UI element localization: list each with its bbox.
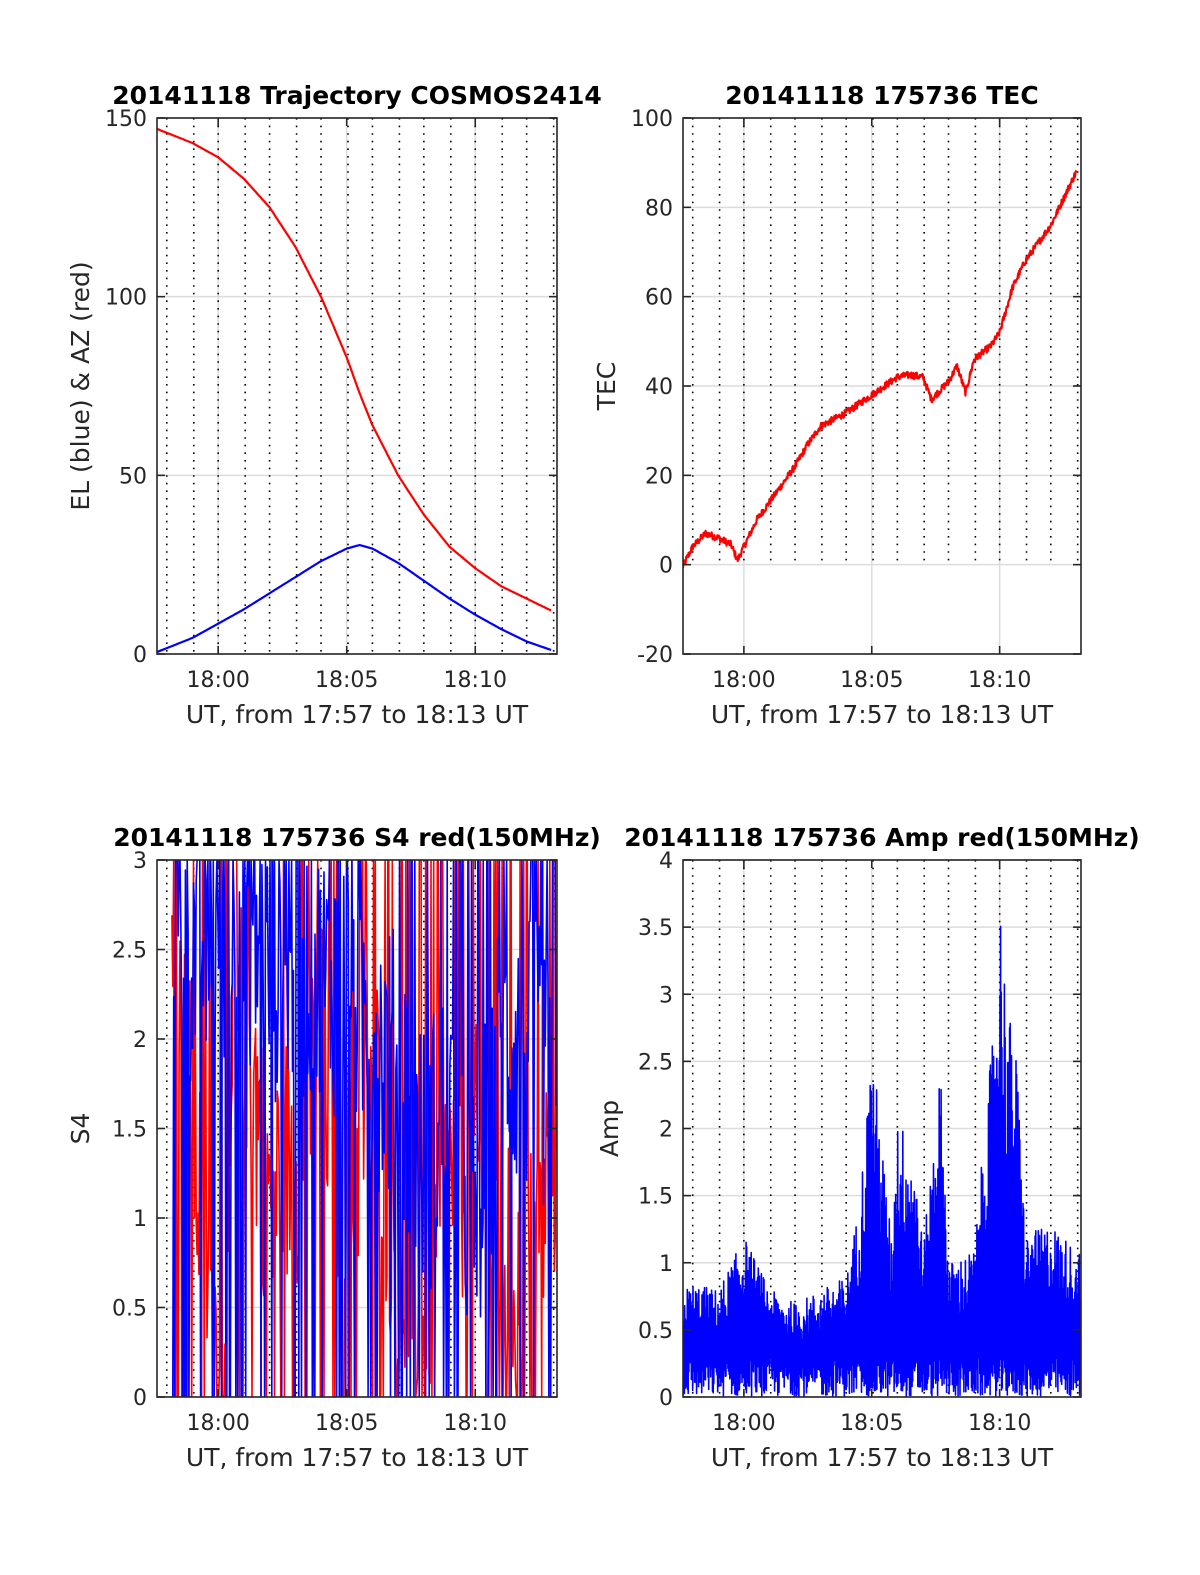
y-tick-label: 1 xyxy=(659,1252,673,1277)
trajectory-y-axis-label: EL (blue) & AZ (red) xyxy=(66,261,95,510)
tec-series-red xyxy=(683,169,1078,569)
x-tick-label: 18:05 xyxy=(315,1411,378,1436)
amp-x-axis-label: UT, from 17:57 to 18:13 UT xyxy=(711,1443,1054,1472)
s4-y-axis-label: S4 xyxy=(66,1113,95,1145)
y-tick-label: 3 xyxy=(659,983,673,1008)
tec-x-axis-label: UT, from 17:57 to 18:13 UT xyxy=(711,700,1054,729)
x-tick-label: 18:00 xyxy=(186,668,249,693)
y-tick-label: 100 xyxy=(105,286,147,311)
y-tick-label: 1.5 xyxy=(638,1185,673,1210)
s4-x-axis-label: UT, from 17:57 to 18:13 UT xyxy=(186,1443,529,1472)
y-tick-label: 150 xyxy=(105,107,147,132)
trajectory-series-red xyxy=(157,127,552,612)
y-tick-label: 40 xyxy=(645,375,673,400)
y-tick-label: 0 xyxy=(659,1386,673,1411)
trajectory-axes-box xyxy=(156,117,558,655)
y-tick-label: 0 xyxy=(133,643,147,668)
y-tick-label: 2 xyxy=(133,1028,147,1053)
tec-y-axis-label: TEC xyxy=(592,362,621,412)
y-tick-label: 80 xyxy=(645,196,673,221)
y-tick-label: 20 xyxy=(645,464,673,489)
x-tick-label: 18:05 xyxy=(840,1411,903,1436)
y-tick-label: 2.5 xyxy=(638,1050,673,1075)
y-tick-label: 100 xyxy=(631,107,673,132)
y-tick-label: 50 xyxy=(119,464,147,489)
trajectory-title: 20141118 Trajectory COSMOS2414 xyxy=(112,81,602,110)
x-tick-label: 18:10 xyxy=(444,668,507,693)
x-tick-label: 18:00 xyxy=(712,668,775,693)
x-tick-label: 18:10 xyxy=(968,668,1031,693)
amp-panel: 0 0.5 1 1.5 2 2.5 3 3.5 4 18:00 18:05 18:10 20141118… xyxy=(595,823,1140,1472)
trajectory-panel: 0 50 100 150 18:00 18:05 18:10 20141118 Traject… xyxy=(66,81,602,729)
tec-title: 20141118 175736 TEC xyxy=(725,81,1038,110)
s4-panel: 0 0.5 1 1.5 2 2.5 3 18:00 18:05 18:10 20141118 175… xyxy=(66,823,601,1472)
y-tick-label: 60 xyxy=(645,286,673,311)
trajectory-x-axis-label: UT, from 17:57 to 18:13 UT xyxy=(186,700,529,729)
y-tick-label: 4 xyxy=(659,849,673,874)
y-tick-label: 2.5 xyxy=(112,939,147,964)
amp-y-axis-label: Amp xyxy=(595,1100,624,1157)
x-tick-label: 18:10 xyxy=(444,1411,507,1436)
amp-title: 20141118 175736 Amp red(150MHz) xyxy=(624,823,1140,852)
x-tick-label: 18:05 xyxy=(840,668,903,693)
y-tick-label: 0 xyxy=(133,1386,147,1411)
trajectory-series-blue xyxy=(157,543,552,654)
tec-panel: -20 0 20 40 60 80 100 18:00 18:05 18:10 20141118 1… xyxy=(592,81,1082,729)
y-tick-label: 2 xyxy=(659,1118,673,1143)
x-tick-label: 18:05 xyxy=(315,668,378,693)
y-tick-label: 1 xyxy=(133,1207,147,1232)
y-tick-label: -20 xyxy=(637,643,673,668)
x-tick-label: 18:10 xyxy=(968,1411,1031,1436)
s4-series-blue xyxy=(171,860,557,1397)
x-tick-label: 18:00 xyxy=(186,1411,249,1436)
x-tick-label: 18:00 xyxy=(712,1411,775,1436)
y-tick-label: 3 xyxy=(133,849,147,874)
amp-series-blue xyxy=(683,925,1081,1397)
y-tick-label: 0 xyxy=(659,554,673,579)
y-tick-label: 1.5 xyxy=(112,1118,147,1143)
y-tick-label: 0.5 xyxy=(638,1319,673,1344)
y-tick-label: 0.5 xyxy=(112,1297,147,1322)
y-tick-label: 3.5 xyxy=(638,916,673,941)
s4-title: 20141118 175736 S4 red(150MHz) xyxy=(113,823,601,852)
